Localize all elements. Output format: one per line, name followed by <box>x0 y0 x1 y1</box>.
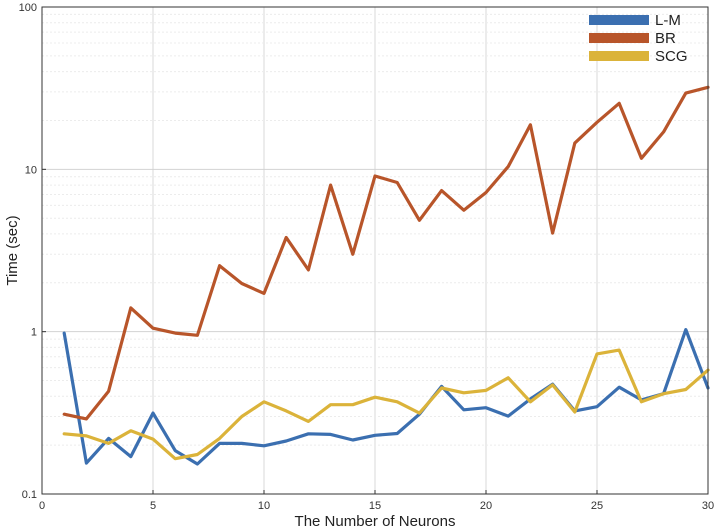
legend-label: SCG <box>655 48 688 65</box>
x-tick-label: 0 <box>39 500 45 512</box>
series-line-br <box>62 85 710 421</box>
legend-swatch <box>589 15 649 25</box>
x-tick-label: 5 <box>150 500 156 512</box>
y-axis-label: Time (sec) <box>4 215 21 285</box>
x-axis-label: The Number of Neurons <box>295 513 456 530</box>
y-tick-label: 1 <box>31 327 37 339</box>
y-tick-label: 100 <box>19 2 37 14</box>
x-tick-label: 20 <box>480 500 492 512</box>
series-lines <box>62 85 710 466</box>
legend-swatch <box>589 33 649 43</box>
x-tick-label: 10 <box>258 500 270 512</box>
y-tick-label: 0.1 <box>22 489 37 501</box>
y-tick-label: 10 <box>25 164 37 176</box>
legend-swatch <box>589 51 649 61</box>
x-tick-label: 25 <box>591 500 603 512</box>
legend-label: BR <box>655 30 676 47</box>
series-line-scg <box>62 348 710 461</box>
axis-ticks: 0 5 10 15 20 25 30 0.1 1 10 100 <box>19 2 714 512</box>
x-tick-label: 30 <box>702 500 714 512</box>
legend-label: L-M <box>655 12 681 29</box>
series-line-l-m <box>62 328 710 466</box>
x-tick-label: 15 <box>369 500 381 512</box>
